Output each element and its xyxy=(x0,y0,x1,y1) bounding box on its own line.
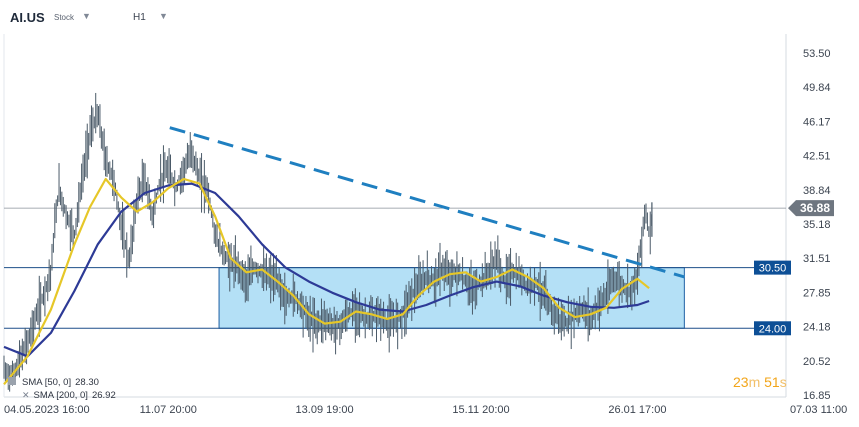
y-tick-label: 20.52 xyxy=(803,356,831,368)
legend-sma50[interactable]: SMA [50, 0] 28.30 xyxy=(22,376,116,389)
legend-toggle-icon xyxy=(8,377,16,385)
timer-seconds: 51 xyxy=(764,374,780,390)
indicator-legend: SMA [50, 0] 28.30 ✕ SMA [200, 0] 26.92 xyxy=(22,376,116,402)
chart-header: AI.US Stock ▼ H1 ▼ xyxy=(0,0,859,34)
y-tick-label: 27.85 xyxy=(803,287,831,299)
y-tick-label: 49.84 xyxy=(803,82,831,94)
level-badge-bg xyxy=(754,321,791,336)
x-tick-label: 11.07 20:00 xyxy=(140,404,197,416)
x-tick-label: 26.01 17:00 xyxy=(608,404,666,416)
timer-minutes-unit: m xyxy=(748,374,761,390)
timeframe-selector[interactable]: H1 xyxy=(133,12,146,23)
x-tick-label: 07.03 11:00 xyxy=(790,404,847,416)
close-icon[interactable]: ✕ xyxy=(22,390,30,400)
level-badge-bg xyxy=(754,260,791,275)
legend-label: SMA [50, 0] xyxy=(22,377,72,388)
current-price-badge[interactable]: 36.88 xyxy=(800,201,830,215)
x-tick-label: 15.11 20:00 xyxy=(452,404,509,416)
y-tick-label: 31.51 xyxy=(803,253,831,265)
level-badge[interactable]: 30.50 xyxy=(759,263,787,275)
y-tick-label: 46.17 xyxy=(803,116,831,128)
y-tick-label: 53.50 xyxy=(803,48,831,60)
legend-label: SMA [200, 0] xyxy=(33,390,88,401)
sma50-line xyxy=(3,177,650,386)
x-tick-label: 04.05.2023 16:00 xyxy=(4,404,90,416)
y-tick-label: 42.51 xyxy=(803,151,831,163)
candle-countdown: 23m 51s xyxy=(733,374,787,390)
y-tick-label: 35.18 xyxy=(803,219,831,231)
level-badge[interactable]: 24.00 xyxy=(759,323,787,335)
timer-minutes: 23 xyxy=(733,374,749,390)
chevron-down-icon[interactable]: ▼ xyxy=(82,11,91,21)
y-tick-label: 16.85 xyxy=(803,390,831,402)
legend-value: 28.30 xyxy=(75,377,99,388)
legend-sma200[interactable]: ✕ SMA [200, 0] 26.92 xyxy=(22,389,116,402)
instrument-type-label: Stock xyxy=(54,13,75,22)
legend-value: 26.92 xyxy=(91,390,116,401)
x-tick-label: 13.09 19:00 xyxy=(296,404,354,416)
current-price-badge-bg xyxy=(788,200,834,217)
y-tick-label: 38.84 xyxy=(803,185,831,197)
chevron-down-icon[interactable]: ▼ xyxy=(159,11,168,21)
trendline xyxy=(169,126,685,279)
timer-seconds-unit: s xyxy=(779,374,787,390)
symbol-label[interactable]: AI.US xyxy=(10,10,45,25)
y-tick-label: 24.18 xyxy=(803,322,831,334)
